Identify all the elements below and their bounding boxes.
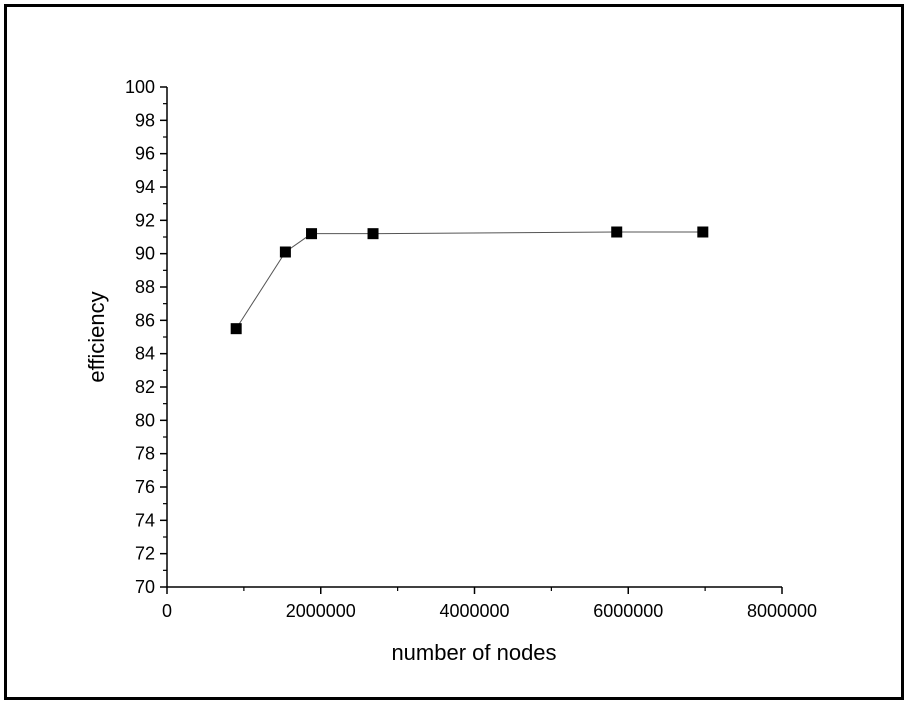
- y-axis-label: efficiency: [84, 291, 109, 382]
- y-tick-label: 96: [135, 144, 155, 164]
- y-tick-label: 74: [135, 510, 155, 530]
- data-point: [279, 246, 291, 258]
- y-tick-label: 90: [135, 244, 155, 264]
- data-point: [230, 323, 242, 335]
- data-point: [306, 228, 318, 240]
- tick-labels: 70 72 74 76 78 80 82 84 86 88 90 92 94 96 98 100 0 200000…: [125, 77, 817, 621]
- ticks: [160, 86, 783, 594]
- x-axis-label: number of nodes: [391, 640, 556, 665]
- x-tick-label: 8000000: [747, 601, 817, 621]
- y-tick-label: 78: [135, 444, 155, 464]
- x-tick-label: 0: [162, 601, 172, 621]
- data-point: [611, 226, 623, 238]
- axes: [166, 87, 782, 588]
- y-tick-label: 98: [135, 110, 155, 130]
- y-tick-label: 92: [135, 210, 155, 230]
- chart-frame: [4, 4, 904, 700]
- y-tick-label: 100: [125, 77, 155, 97]
- y-tick-label: 86: [135, 310, 155, 330]
- x-tick-label: 6000000: [593, 601, 663, 621]
- y-tick-label: 76: [135, 477, 155, 497]
- data-point: [367, 228, 379, 240]
- x-tick-label: 2000000: [286, 601, 356, 621]
- y-tick-label: 84: [135, 344, 155, 364]
- data-point: [697, 226, 709, 238]
- y-tick-label: 82: [135, 377, 155, 397]
- x-tick-label: 4000000: [439, 601, 509, 621]
- y-tick-label: 94: [135, 177, 155, 197]
- series-line: [235, 231, 703, 329]
- y-tick-label: 80: [135, 410, 155, 430]
- series: [230, 226, 709, 335]
- y-tick-label: 70: [135, 577, 155, 597]
- y-tick-label: 72: [135, 544, 155, 564]
- y-tick-label: 88: [135, 277, 155, 297]
